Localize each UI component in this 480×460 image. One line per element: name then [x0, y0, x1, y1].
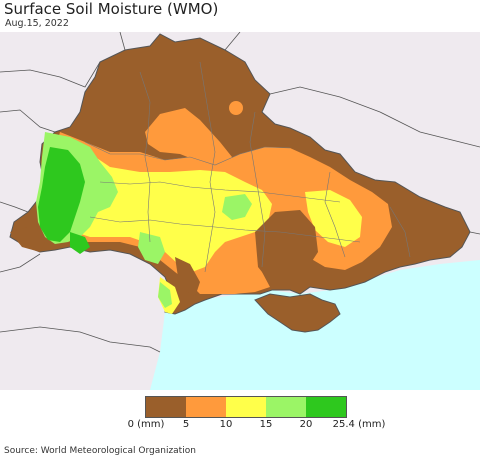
legend-label-1: 5: [182, 419, 190, 430]
moisture-zone-high-coast: [158, 282, 172, 308]
legend-swatch-0: [146, 397, 186, 417]
legend-label-0: 0 (mm): [127, 419, 165, 430]
legend-label-3: 15: [259, 419, 273, 430]
dry-pocket-south: [175, 257, 200, 297]
source-credit: Source: World Meteorological Organizatio…: [4, 446, 196, 456]
moisture-zone-low-north: [145, 108, 232, 167]
legend-swatch-4: [306, 397, 346, 417]
moisture-zone-wet-west: [38, 147, 85, 242]
soil-moisture-map: [0, 32, 480, 390]
legend-swatch-2: [226, 397, 266, 417]
dry-pocket-east: [255, 210, 318, 282]
moisture-zone-mid-east: [305, 190, 362, 247]
legend-label-2: 10: [219, 419, 233, 430]
legend-label-5: 25.4 (mm): [332, 419, 386, 430]
legend-swatch-1: [186, 397, 226, 417]
dry-pocket-southwest: [10, 227, 45, 252]
map-date: Aug.15, 2022: [5, 18, 69, 29]
moisture-zone-high-south: [138, 232, 165, 264]
legend-label-4: 20: [299, 419, 313, 430]
map-title: Surface Soil Moisture (WMO): [4, 0, 219, 18]
moisture-zone-wet-southwest: [70, 232, 90, 254]
region-borders: [84, 61, 411, 273]
legend-swatch-3: [266, 397, 306, 417]
moisture-spot-low: [229, 101, 243, 115]
neighbor-borders: [0, 32, 480, 353]
legend-color-bar: [145, 396, 347, 418]
moisture-zone-high-central: [222, 194, 252, 220]
crimea-peninsula: [254, 293, 341, 333]
